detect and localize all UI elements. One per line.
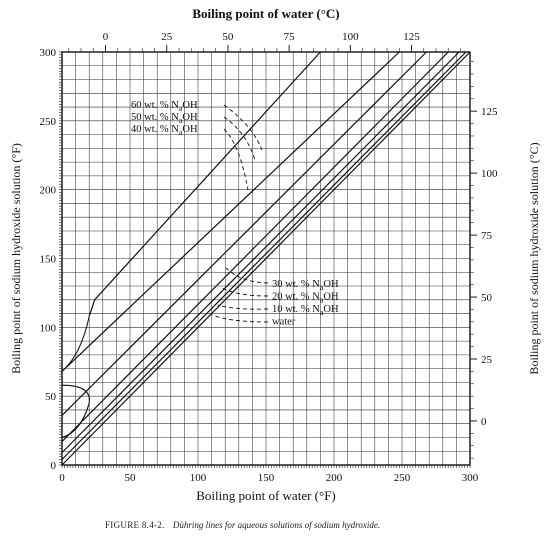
top-tick-label: 125: [403, 31, 420, 43]
top-axis-title: Boiling point of water (°C): [192, 6, 339, 21]
x-axis-title: Boiling point of water (°F): [196, 488, 336, 503]
legend-label: 30 wt. % NaOH: [272, 279, 339, 292]
right-tick-label: 125: [481, 106, 498, 118]
axes: [59, 45, 477, 468]
series-line: [61, 51, 427, 416]
x-tick-label: 300: [462, 472, 479, 484]
leader-line: [217, 304, 269, 310]
leader-line: [211, 314, 269, 323]
x-tick-label: 200: [326, 472, 343, 484]
y-tick-label: 150: [40, 254, 57, 266]
figure-caption-text: Dühring lines for aqueous solutions of s…: [172, 520, 381, 530]
leader-line: [223, 104, 263, 151]
series-curve: [61, 316, 90, 372]
y-tick-label: 50: [45, 391, 57, 403]
top-tick-label: 50: [222, 31, 234, 43]
y-tick-label: 100: [40, 322, 57, 334]
y-tick-label: 0: [51, 460, 57, 472]
x-tick-label: 50: [125, 472, 137, 484]
legend-label: water: [272, 317, 296, 328]
x-tick-label: 250: [394, 472, 411, 484]
series-line: [61, 51, 471, 466]
legend-label: 10 wt. % NaOH: [272, 304, 339, 317]
leader-line: [223, 116, 256, 161]
y-tick-label: 200: [40, 185, 57, 197]
series-lines: [61, 51, 471, 466]
figure-number: FIGURE 8.4-2.: [105, 520, 165, 530]
x-tick-label: 150: [258, 472, 275, 484]
right-tick-label: 100: [481, 168, 498, 180]
right-tick-label: 25: [481, 354, 493, 366]
top-tick-label: 75: [284, 31, 296, 43]
legend-label: 40 wt. % NaOH: [131, 124, 198, 137]
leader-line: [225, 267, 269, 284]
right-axis-title: Boiling point of sodium hydroxide soluti…: [527, 142, 541, 374]
series-line: [61, 51, 449, 443]
x-tick-label: 100: [190, 472, 207, 484]
series-line: [61, 51, 400, 372]
right-tick-label: 0: [481, 416, 487, 428]
y-axis-title: Boiling point of sodium hydroxide soluti…: [9, 143, 23, 374]
legend-label: 60 wt. % NaOH: [131, 100, 198, 113]
y-tick-label: 250: [40, 116, 57, 128]
series-line: [88, 51, 321, 317]
series-line: [61, 51, 460, 454]
y-tick-label: 300: [40, 47, 57, 59]
top-tick-label: 25: [161, 31, 173, 43]
axis-titles: Boiling point of water (°C) Boiling point…: [9, 6, 541, 503]
leader-line: [223, 128, 249, 191]
series-line: [61, 51, 467, 460]
series-curve: [61, 384, 90, 438]
legend-label: 50 wt. % NaOH: [131, 112, 198, 125]
right-tick-label: 75: [481, 230, 493, 242]
x-tick-label: 0: [59, 472, 65, 484]
top-tick-label: 0: [103, 31, 109, 43]
figure-caption: FIGURE 8.4-2. Dühring lines for aqueous …: [105, 520, 545, 530]
legend-label: 20 wt. % NaOH: [272, 292, 339, 305]
leader-line: [221, 287, 269, 297]
top-tick-label: 100: [342, 31, 359, 43]
right-tick-label: 50: [481, 292, 493, 304]
